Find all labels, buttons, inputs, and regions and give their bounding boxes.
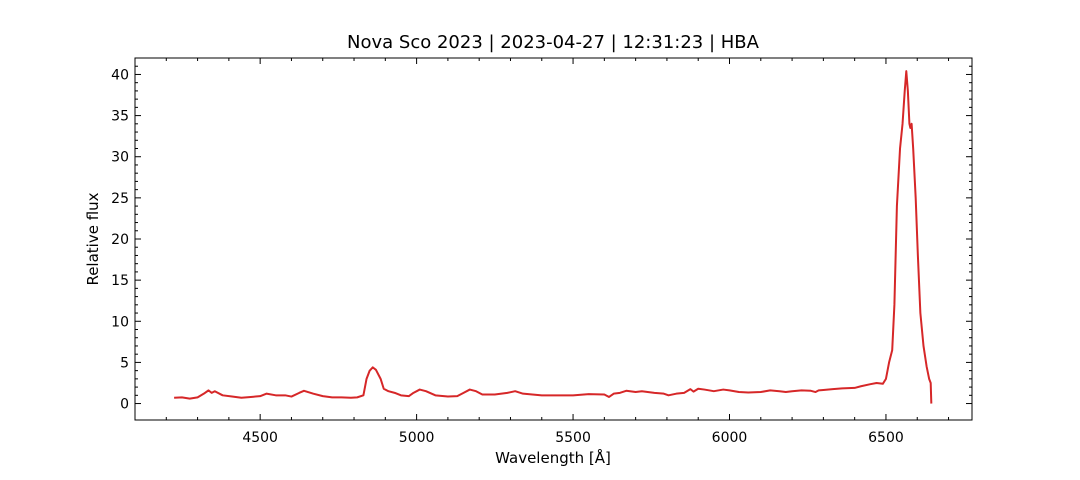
x-tick-label: 5500 — [555, 430, 591, 446]
y-tick-label: 20 — [111, 232, 129, 248]
y-tick-label: 30 — [111, 150, 129, 166]
y-tick-label: 5 — [120, 355, 129, 371]
axis-ticks: 4500 5000 5500 6000 6500 0 5 10 15 20 25 30 35 40 — [111, 57, 972, 446]
plot-frame — [134, 57, 973, 421]
x-tick-label: 4500 — [242, 430, 278, 446]
spectrum-line — [174, 70, 933, 404]
x-tick-label: 6000 — [712, 430, 748, 446]
x-tick-label: 6500 — [868, 430, 904, 446]
chart-title: Nova Sco 2023 | 2023-04-27 | 12:31:23 | … — [347, 32, 760, 53]
x-axis-label: Wavelength [Å] — [495, 448, 611, 467]
y-tick-label: 10 — [111, 314, 129, 330]
y-tick-label: 15 — [111, 273, 129, 289]
y-tick-label: 0 — [120, 397, 129, 413]
y-tick-label: 35 — [111, 109, 129, 125]
y-axis-label: Relative flux — [84, 192, 102, 285]
y-tick-label: 25 — [111, 191, 129, 207]
x-tick-label: 5000 — [399, 430, 435, 446]
y-tick-label: 40 — [111, 67, 129, 83]
